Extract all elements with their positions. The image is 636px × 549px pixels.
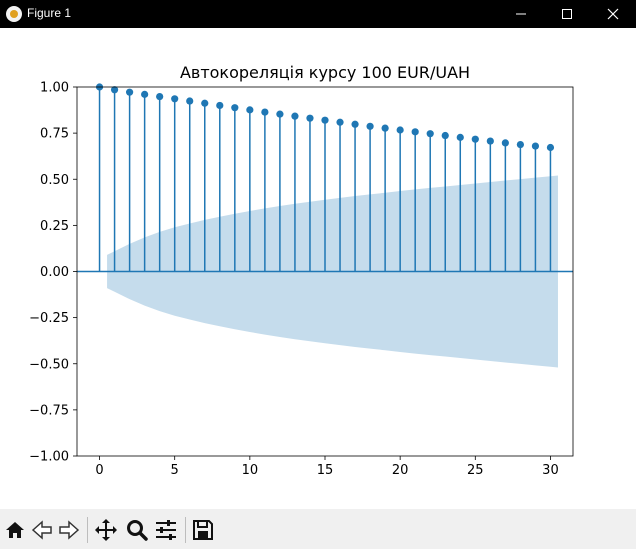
acf-marker	[486, 137, 494, 145]
x-tick-label: 0	[95, 463, 103, 478]
y-tick-label: 0.00	[40, 265, 69, 280]
acf-marker	[126, 88, 134, 96]
x-tick-label: 25	[467, 463, 484, 478]
y-tick-label: 0.50	[40, 173, 69, 188]
acf-marker	[516, 140, 524, 149]
y-tick-label: 0.25	[40, 219, 69, 234]
save-icon	[193, 520, 213, 540]
y-tick-label: 1.00	[40, 81, 69, 96]
y-tick-label: −0.50	[29, 357, 69, 372]
acf-marker	[216, 101, 224, 110]
acf-marker	[351, 120, 359, 128]
acf-marker	[396, 126, 404, 134]
acf-marker	[156, 92, 164, 101]
back-icon	[31, 520, 52, 540]
acf-marker	[201, 99, 209, 107]
home-icon	[6, 522, 24, 538]
acf-marker	[231, 104, 239, 112]
y-tick-label: 0.75	[40, 127, 69, 142]
x-tick-label: 10	[242, 463, 259, 478]
y-tick-label: −1.00	[29, 450, 69, 465]
acf-marker	[276, 110, 284, 118]
window-titlebar: Figure 1	[0, 0, 636, 28]
forward-button[interactable]	[57, 518, 81, 542]
acf-marker	[531, 142, 540, 150]
forward-icon	[59, 520, 80, 540]
acf-marker	[261, 108, 269, 116]
acf-marker	[336, 118, 344, 126]
acf-marker	[171, 95, 179, 103]
acf-marker	[501, 139, 509, 147]
window-title: Figure 1	[27, 6, 72, 20]
acf-marker	[110, 86, 119, 94]
pan-icon	[95, 519, 117, 541]
home-button[interactable]	[3, 518, 27, 542]
zoom-icon	[127, 520, 148, 541]
maximize-button[interactable]	[544, 0, 590, 28]
acf-marker	[411, 128, 419, 136]
acf-marker	[456, 133, 464, 141]
save-button[interactable]	[191, 518, 215, 542]
acf-marker	[306, 114, 314, 122]
x-tick-label: 30	[542, 463, 559, 478]
configure-subplots-button[interactable]	[154, 518, 178, 542]
navigation-toolbar	[0, 509, 636, 549]
pan-button[interactable]	[94, 518, 118, 542]
minimize-icon	[516, 13, 526, 15]
matplotlib-app-icon	[6, 6, 22, 22]
close-button[interactable]	[590, 0, 636, 28]
acf-marker	[366, 122, 374, 130]
minimize-button[interactable]	[498, 0, 544, 28]
configure-subplots-icon	[156, 520, 176, 540]
zoom-button[interactable]	[125, 518, 149, 542]
acf-marker	[426, 130, 434, 138]
maximize-icon	[562, 9, 572, 19]
back-button[interactable]	[30, 518, 54, 542]
chart-title: Автокореляція курсу 100 EUR/UAH	[180, 63, 470, 82]
acf-marker	[321, 116, 329, 124]
toolbar-separator	[87, 517, 88, 543]
acf-marker	[381, 124, 389, 132]
y-tick-label: −0.25	[29, 311, 69, 326]
acf-marker	[291, 112, 299, 120]
acf-marker	[186, 97, 194, 105]
x-tick-label: 20	[392, 463, 409, 478]
toolbar-separator	[185, 517, 186, 543]
x-tick-label: 15	[317, 463, 334, 478]
close-icon	[607, 8, 619, 20]
acf-marker	[246, 106, 254, 114]
acf-chart: 0 5 10 15 20 25 30 −1.00 −0.75 −0.50 −0.25 0.00 0.25…	[29, 63, 574, 478]
figure-canvas: 0 5 10 15 20 25 30 −1.00 −0.75 −0.50 −0.25 0.00 0.25…	[0, 28, 636, 508]
acf-marker	[441, 131, 449, 140]
acf-marker	[546, 143, 555, 152]
acf-marker	[141, 90, 149, 98]
y-tick-label: −0.75	[29, 403, 69, 418]
x-tick-label: 5	[171, 463, 179, 478]
acf-marker	[471, 135, 479, 143]
